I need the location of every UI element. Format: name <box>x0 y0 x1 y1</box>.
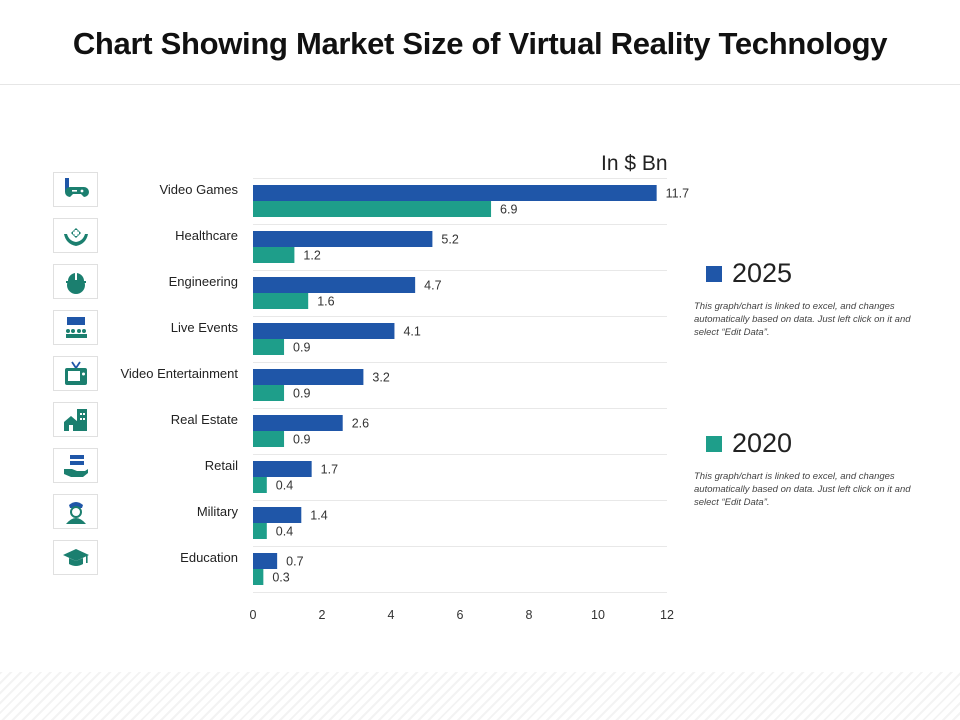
data-label-2025: 2.6 <box>352 417 369 431</box>
bar-2020 <box>253 339 285 355</box>
bar-2020 <box>253 201 492 217</box>
data-label-2025: 1.7 <box>321 463 338 477</box>
data-label-2020: 1.6 <box>317 295 334 309</box>
tv-icon <box>53 356 98 391</box>
graduation-cap-icon-glyph <box>62 548 89 566</box>
category-label: Retail <box>204 458 238 473</box>
data-label-2025: 5.2 <box>441 233 458 247</box>
page-title: Chart Showing Market Size of Virtual Rea… <box>72 26 888 61</box>
bar-2020 <box>253 247 295 263</box>
unit-label: In $ Bn <box>601 152 668 175</box>
bar-2025 <box>253 185 657 201</box>
bar-2025 <box>253 231 433 247</box>
legend-swatch-2020 <box>706 436 722 452</box>
real-estate-icon-glyph <box>63 408 87 431</box>
bar-2020 <box>253 477 267 493</box>
legend-note-2020: This graph/chart is linked to excel, and… <box>694 471 911 508</box>
bar-2025 <box>253 369 364 385</box>
category-label: Education <box>180 550 238 565</box>
category-label: Engineering <box>168 274 238 289</box>
bar-2020 <box>253 569 264 585</box>
graduation-cap-icon <box>53 540 98 575</box>
bar-2025 <box>253 461 312 477</box>
data-label-2020: 0.3 <box>272 571 289 585</box>
x-tick-label: 10 <box>591 608 605 622</box>
engineering-helmet-icon <box>53 264 98 299</box>
category-label: Live Events <box>170 320 238 335</box>
bar-2025 <box>253 553 278 569</box>
data-label-2020: 0.4 <box>276 479 293 493</box>
category-label: Real Estate <box>170 412 238 427</box>
real-estate-icon <box>53 402 98 437</box>
x-tick-label: 0 <box>250 608 257 622</box>
data-label-2025: 4.1 <box>403 325 420 339</box>
data-label-2025: 1.4 <box>310 509 327 523</box>
data-label-2020: 0.4 <box>276 525 293 539</box>
x-tick-label: 8 <box>526 608 533 622</box>
category-label: Military <box>196 504 238 519</box>
data-label-2020: 6.9 <box>500 203 517 217</box>
bar-2025 <box>253 507 302 523</box>
data-label-2020: 1.2 <box>303 249 320 263</box>
data-label-2025: 0.7 <box>286 555 303 569</box>
bar-2020 <box>253 293 309 309</box>
healthcare-hands-icon <box>53 218 98 253</box>
footer-pattern <box>0 672 960 720</box>
bar-2025 <box>253 277 416 293</box>
data-label-2020: 0.9 <box>293 433 310 447</box>
data-label-2025: 3.2 <box>372 371 389 385</box>
category-label: Healthcare <box>175 228 238 243</box>
live-events-icon <box>53 310 98 345</box>
retail-icon <box>53 448 98 483</box>
gamepad-icon <box>53 172 98 207</box>
military-icon-glyph <box>65 501 86 524</box>
data-label-2025: 11.7 <box>666 187 689 201</box>
legend-swatch-2025 <box>706 266 722 282</box>
tv-icon-glyph <box>64 361 87 385</box>
data-label-2020: 0.9 <box>293 341 310 355</box>
military-icon <box>53 494 98 529</box>
live-events-icon-glyph <box>65 316 87 338</box>
healthcare-hands-icon-glyph <box>63 227 88 246</box>
bar-2025 <box>253 323 395 339</box>
category-label: Video Entertainment <box>120 366 238 381</box>
x-tick-label: 6 <box>457 608 464 622</box>
x-tick-label: 4 <box>388 608 395 622</box>
x-tick-label: 2 <box>319 608 326 622</box>
retail-icon-glyph <box>63 454 88 477</box>
legend-note-2025: This graph/chart is linked to excel, and… <box>694 301 911 338</box>
legend-label-2020: 2020 <box>732 428 793 458</box>
bar-2020 <box>253 523 267 539</box>
data-label-2020: 0.9 <box>293 387 310 401</box>
legend-label-2025: 2025 <box>732 258 793 288</box>
engineering-helmet-icon-glyph <box>65 271 86 294</box>
bar-2020 <box>253 385 285 401</box>
bar-2020 <box>253 431 285 447</box>
bar-2025 <box>253 415 343 431</box>
title-divider <box>0 84 960 85</box>
data-label-2025: 4.7 <box>424 279 441 293</box>
gamepad-icon-glyph <box>64 177 89 197</box>
category-label: Video Games <box>159 182 238 197</box>
x-tick-label: 12 <box>660 608 674 622</box>
